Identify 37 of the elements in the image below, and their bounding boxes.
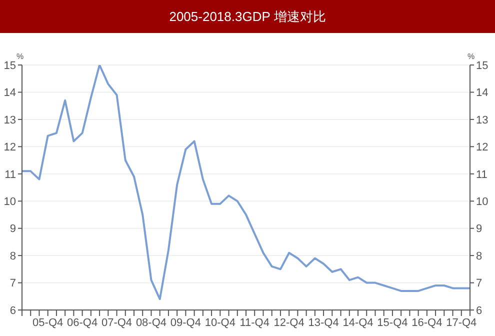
y-tick-label: 6	[10, 304, 16, 317]
y-tick-label: 9	[10, 223, 16, 236]
y-tick-label: 12	[4, 142, 16, 154]
y-tick-label: 7	[10, 278, 16, 290]
x-tick-label: 05-Q4	[32, 316, 64, 329]
y2-axis-title: %	[467, 52, 475, 61]
x-tick-label: 16-Q4	[412, 316, 442, 329]
x-tick-label: 13-Q4	[308, 316, 339, 329]
x-tick-label: 10-Q4	[204, 316, 236, 329]
line-series	[21, 65, 471, 300]
y2-tick-label: 14	[476, 87, 488, 100]
x-tick-label: 07-Q4	[101, 316, 132, 329]
y-tick-label: 8	[10, 250, 16, 262]
y-tick-label: 14	[4, 87, 16, 100]
x-tick-label: 08-Q4	[136, 316, 167, 329]
y-tick-label: 15	[4, 60, 16, 72]
y-axis-title: %	[16, 52, 24, 61]
x-tick-label: 15-Q4	[377, 316, 408, 329]
x-tick-label: 11-Q4	[240, 316, 270, 329]
x-tick-label: 12-Q4	[274, 316, 304, 329]
x-tick-label: 17-Q4	[446, 316, 477, 329]
y2-tick-label: 15	[476, 60, 488, 72]
y-tick-label: 11	[4, 168, 16, 181]
y2-tick-label: 13	[476, 114, 488, 126]
y2-tick-label: 11	[476, 168, 488, 181]
y-tick-label: 13	[4, 114, 16, 126]
x-tick-label: 09-Q4	[170, 316, 201, 329]
x-tick-label: 06-Q4	[67, 316, 98, 329]
x-tick-label: 14-Q4	[342, 316, 374, 329]
y2-tick-label: 6	[476, 304, 482, 317]
y2-tick-label: 12	[476, 142, 488, 154]
y2-tick-label: 9	[476, 223, 482, 236]
chart-title: 2005-2018.3GDP 增速对比	[0, 0, 495, 33]
y2-tick-label: 8	[476, 250, 482, 262]
y2-tick-label: 7	[476, 278, 482, 290]
y2-tick-label: 10	[476, 196, 488, 208]
y-tick-label: 10	[4, 196, 16, 208]
